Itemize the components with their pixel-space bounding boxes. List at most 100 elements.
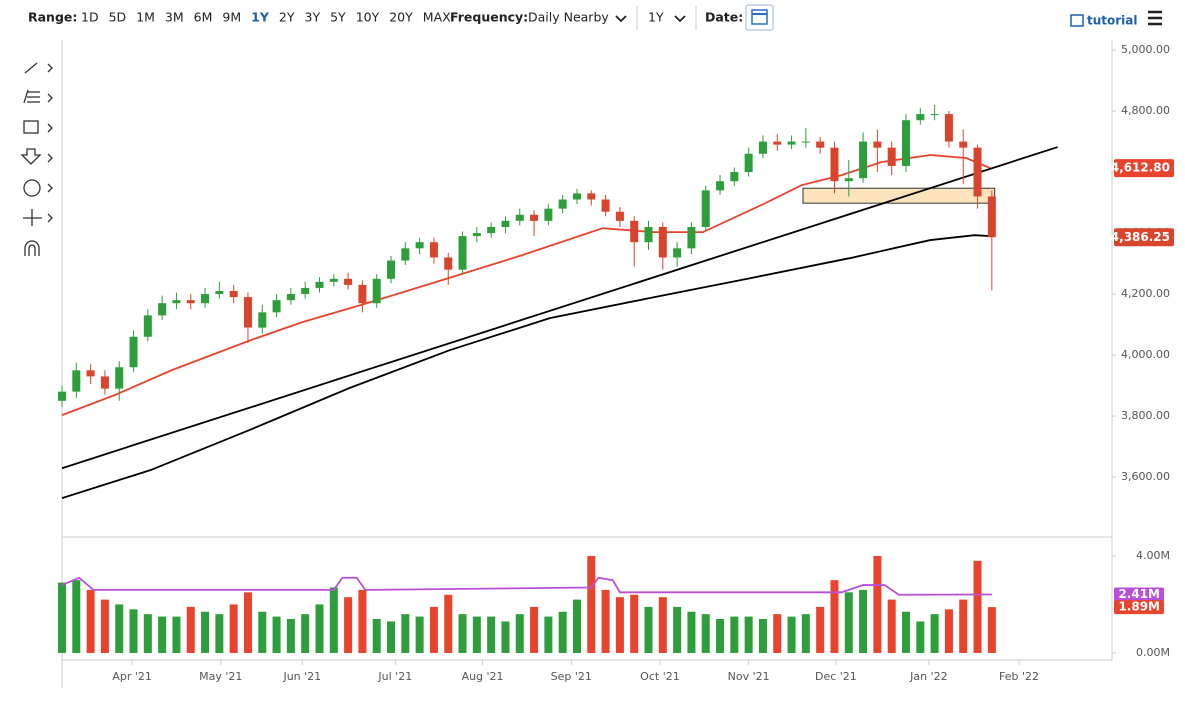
period-select[interactable]: 1Y (648, 10, 664, 25)
axes: 3,600.003,800.004,000.004,200.004,400.00… (112, 43, 1170, 683)
date-label: Date: (705, 10, 743, 25)
volume-bar (816, 606, 825, 653)
volume-bar (787, 616, 796, 653)
volume-bar (186, 606, 195, 653)
volume-bar (415, 616, 424, 653)
candle-body (758, 141, 767, 154)
volume-bar (902, 611, 911, 653)
volume-bar (201, 611, 210, 653)
candle-body (515, 214, 524, 221)
volume-bar (701, 614, 710, 653)
note-tool[interactable] (23, 179, 53, 197)
line-tool[interactable] (24, 62, 53, 74)
range-button[interactable]: 3Y (305, 10, 321, 25)
candle-body (987, 196, 996, 238)
candle-body (186, 300, 195, 304)
range-button[interactable]: 3M (165, 10, 184, 25)
volume-bar (129, 609, 138, 653)
range-button[interactable]: 5D (109, 10, 127, 25)
range-button[interactable]: 20Y (389, 10, 413, 25)
range-button[interactable]: 1M (136, 10, 155, 25)
volume-bar (444, 594, 453, 653)
candle-body (701, 190, 710, 227)
candle-body (773, 141, 782, 145)
y-tick-label: 3,600.00 (1121, 470, 1170, 483)
candle-body (444, 257, 453, 270)
candle-body (816, 141, 825, 148)
volume-bar (744, 616, 753, 653)
x-tick-label: Nov '21 (728, 670, 770, 683)
candle-body (387, 260, 396, 279)
frequency-label: Frequency: (450, 10, 528, 25)
candle-body (358, 284, 367, 304)
volume-bar (358, 589, 367, 653)
range-label: Range: (28, 10, 77, 25)
volume-bar (315, 604, 324, 653)
candle-body (887, 147, 896, 166)
range-button[interactable]: 10Y (356, 10, 380, 25)
measure-tool[interactable] (23, 209, 53, 226)
magnet-tool[interactable] (24, 240, 40, 256)
volume-bar (301, 614, 310, 653)
x-tick-label: Dec '21 (815, 670, 857, 683)
candle-body (301, 287, 310, 295)
dropdown-arrow (615, 15, 627, 23)
candle-body (844, 178, 853, 182)
candle-body (86, 370, 95, 377)
candle-body (630, 220, 639, 243)
price-tag (1114, 228, 1174, 247)
candle-body (372, 278, 381, 304)
calendar-button[interactable] (745, 4, 774, 31)
range-buttons: 1D 5D 1M 3M 6M 9M 1Y 2Y 3Y 5Y 10Y 20Y MAX (81, 10, 451, 25)
candle-body (587, 193, 596, 200)
menu-button[interactable] (1148, 10, 1162, 26)
candle-body (959, 141, 968, 148)
x-tick-label: Aug '21 (462, 670, 504, 683)
range-button[interactable]: 5Y (330, 10, 346, 25)
candle-body (243, 297, 252, 328)
range-button[interactable]: 6M (194, 10, 213, 25)
volume-bar (916, 621, 925, 653)
candle-body (129, 336, 138, 368)
candle-body (272, 300, 281, 313)
candle-body (158, 303, 167, 316)
candle-body (544, 208, 553, 221)
volume-bar (844, 592, 853, 653)
tutorial-icon (1070, 14, 1084, 27)
volume-bar (944, 609, 953, 653)
range-button[interactable]: 1D (81, 10, 99, 25)
candle-body (859, 141, 868, 179)
volume-bar (587, 555, 596, 653)
candle-body (787, 141, 796, 145)
fib-tool[interactable] (23, 89, 53, 104)
volume-bar (716, 619, 725, 653)
arrow-tool[interactable] (20, 148, 53, 165)
volume-bar (286, 619, 295, 653)
range-button[interactable]: 2Y (279, 10, 295, 25)
range-button[interactable]: MAX (423, 10, 451, 25)
x-tick-label: Oct '21 (640, 670, 680, 683)
candle-body (58, 391, 66, 401)
candle-body (115, 367, 124, 389)
volume-bar (258, 611, 267, 653)
volume-bar (830, 580, 839, 653)
volume-bar (115, 604, 124, 653)
volume-tag-label: 1.89M (1118, 600, 1160, 614)
tutorial-link[interactable]: tutorial (1087, 14, 1138, 28)
x-tick-label: Apr '21 (112, 670, 152, 683)
range-button[interactable]: 9M (222, 10, 241, 25)
frequency-select[interactable]: Daily Nearby (528, 10, 609, 25)
candle-body (830, 147, 839, 182)
volume-bar (215, 614, 224, 653)
volume-bar (172, 616, 181, 653)
volume-bar (243, 592, 252, 653)
volume-bar (401, 614, 410, 653)
candle-body (744, 153, 753, 173)
volume-bar (72, 580, 81, 653)
candle-body (944, 114, 953, 142)
candle-body (72, 370, 81, 392)
range-button[interactable]: 1Y (251, 10, 270, 25)
shape-tool[interactable] (23, 120, 53, 134)
volume-bar (429, 606, 438, 653)
